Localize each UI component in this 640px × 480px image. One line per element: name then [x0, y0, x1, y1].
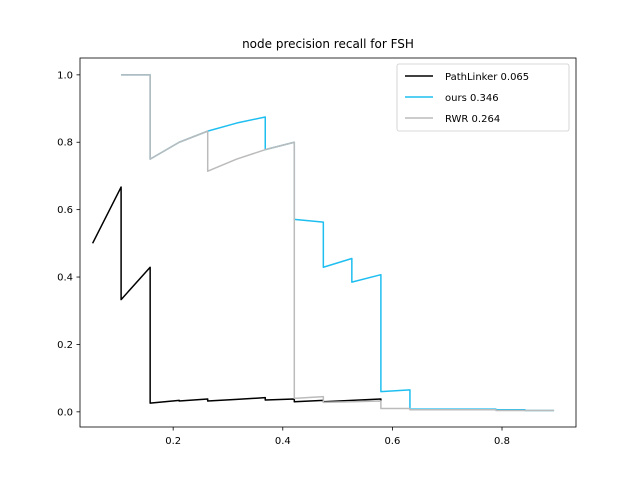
series-line-rwr — [121, 74, 555, 412]
legend: PathLinker 0.065 ours 0.346 RWR 0.264 — [396, 63, 570, 132]
x-tick-label: 0.2 — [165, 436, 181, 447]
chart-title: node precision recall for FSH — [242, 37, 414, 51]
x-tick-label: 0.6 — [384, 436, 400, 447]
x-tick-label: 0.8 — [494, 436, 510, 447]
legend-box — [396, 63, 570, 132]
plot-area: 0.2 0.4 0.6 0.8 0.0 0.2 0.4 0.6 0.8 1.0 — [57, 57, 577, 447]
y-tick-label: 1.0 — [57, 70, 73, 81]
legend-label: PathLinker 0.065 — [445, 72, 529, 83]
axes-frame — [79, 57, 577, 428]
legend-label: RWR 0.264 — [445, 114, 500, 125]
y-tick-label: 0.4 — [57, 273, 73, 284]
y-tick-label: 0.0 — [57, 407, 73, 418]
y-tick-label: 0.8 — [57, 138, 73, 149]
legend-label: ours 0.346 — [445, 93, 499, 104]
y-tick-label: 0.6 — [57, 205, 73, 216]
y-tick-label: 0.2 — [57, 340, 73, 351]
x-tick-label: 0.4 — [275, 436, 291, 447]
